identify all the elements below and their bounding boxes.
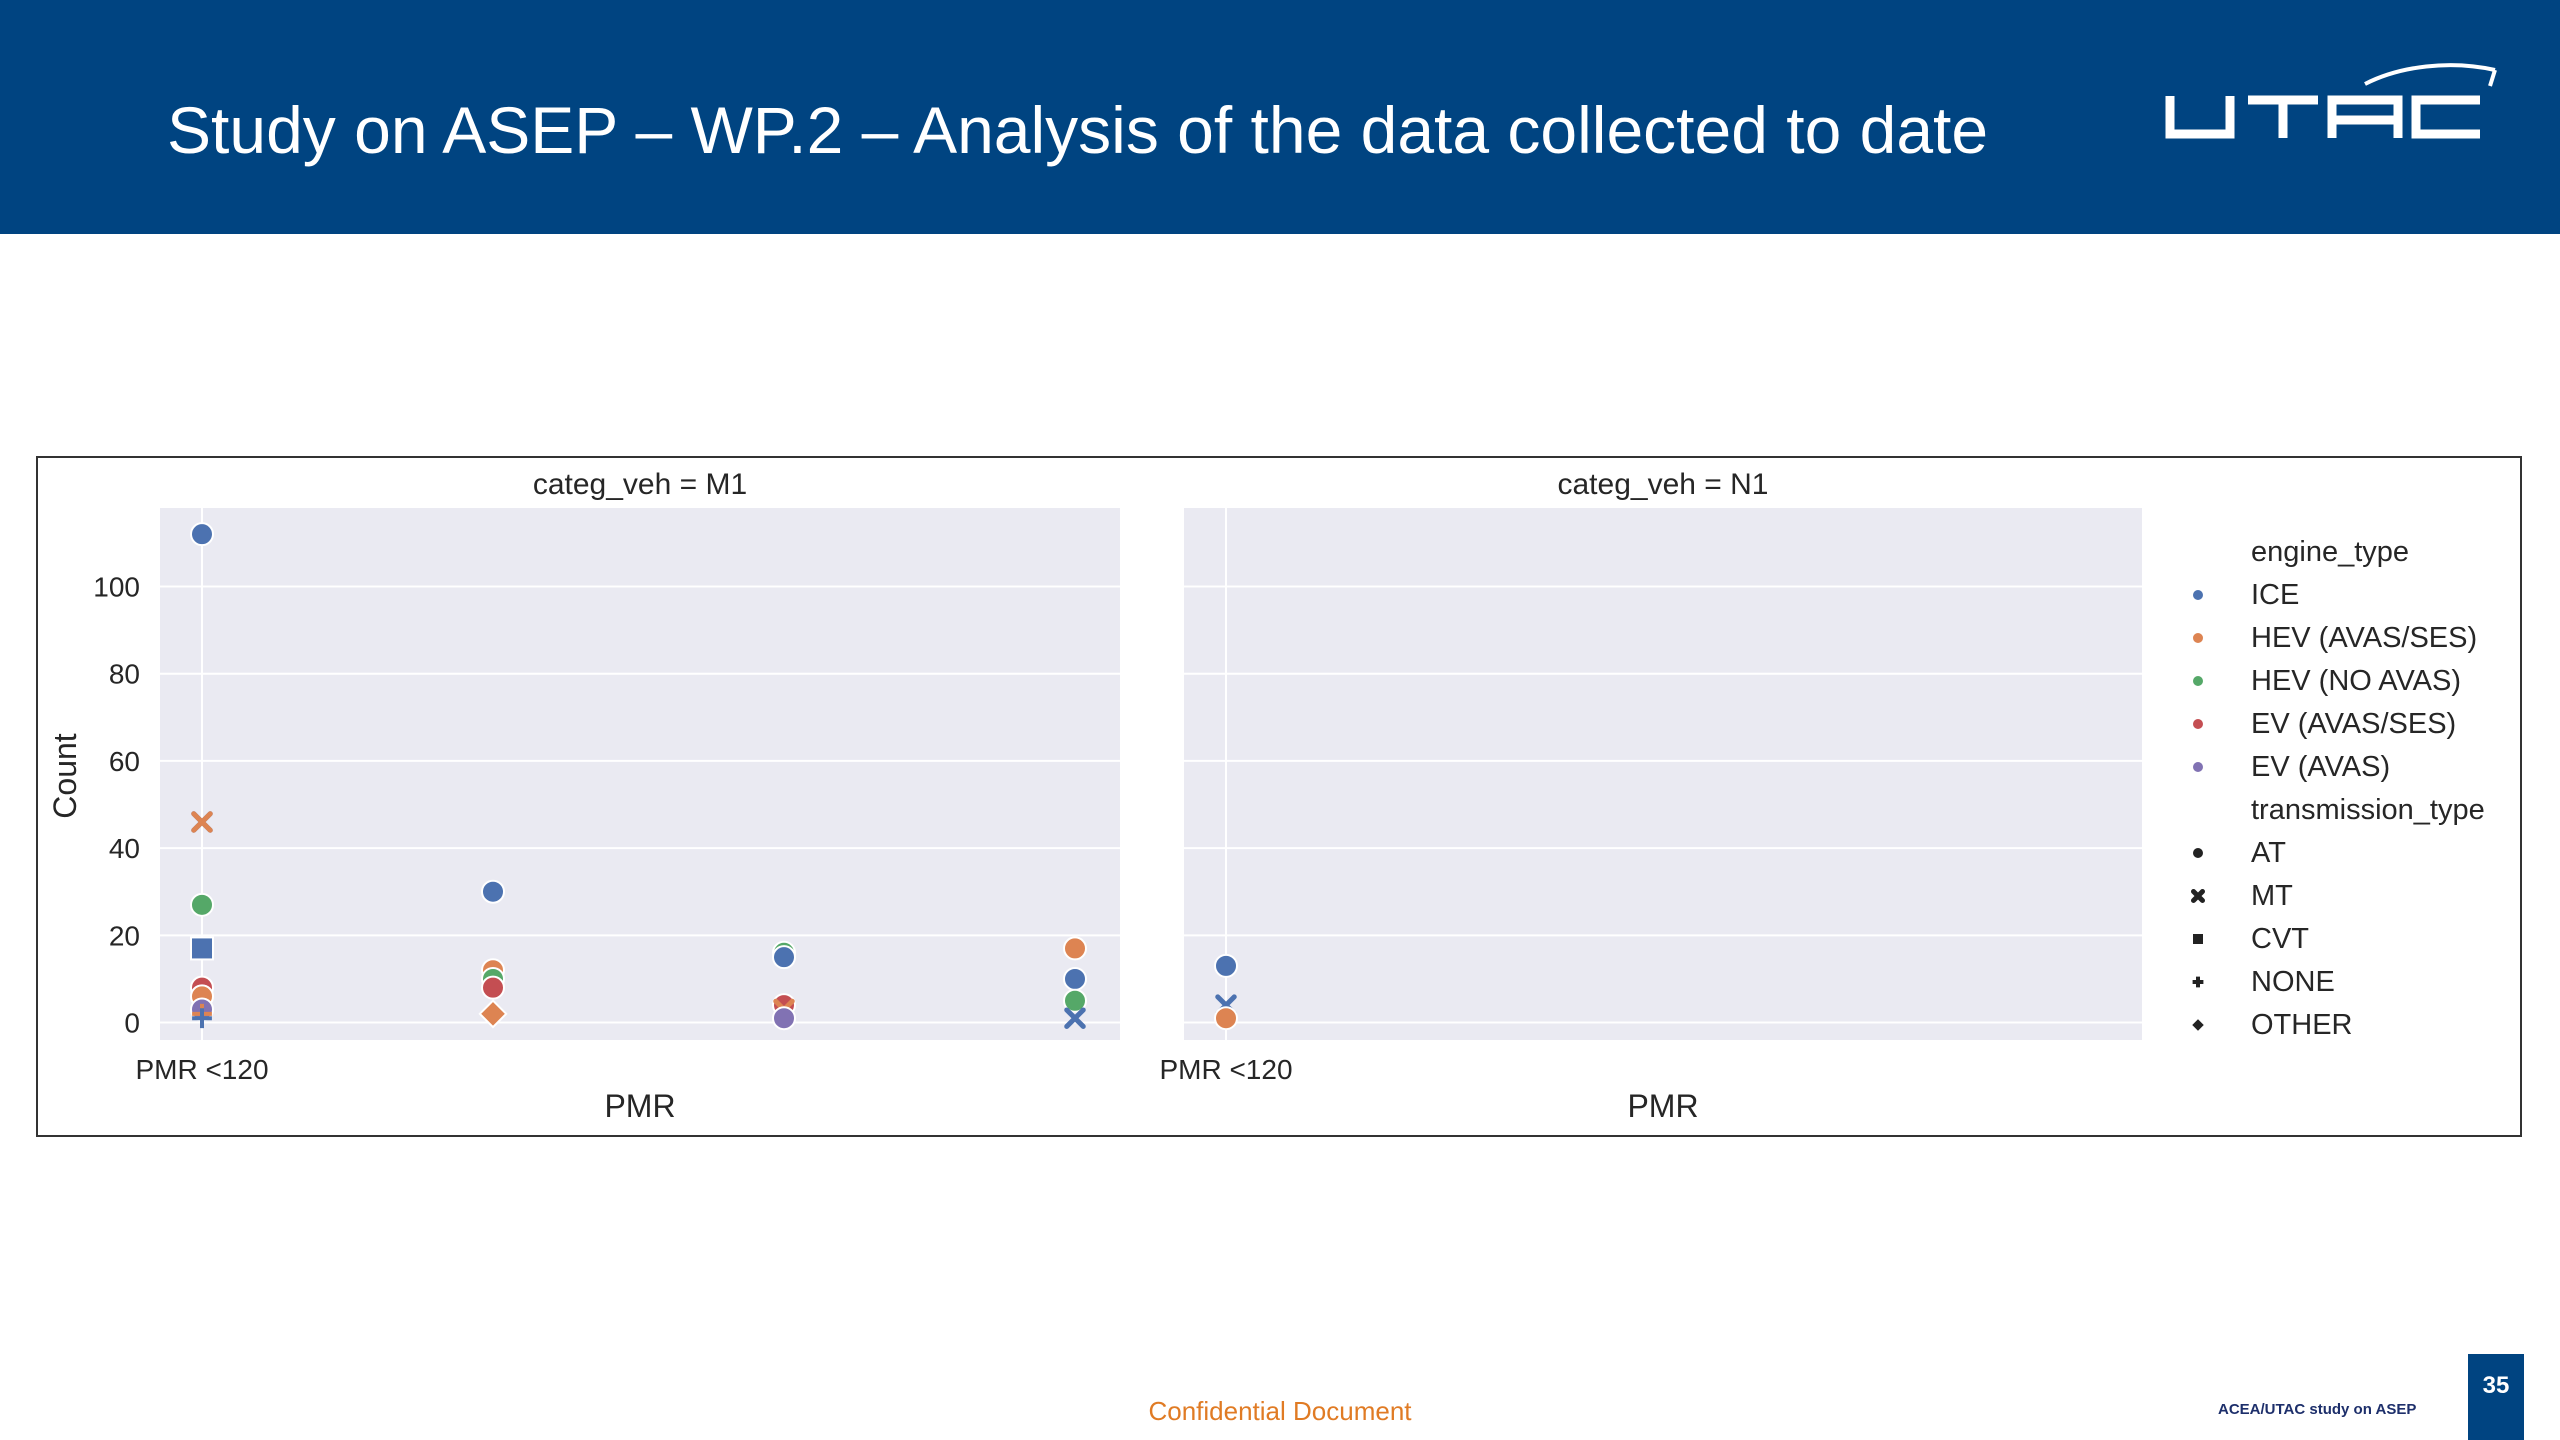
legend-marker-engine-3 [2191,717,2205,731]
panel-n1-background [1184,508,2142,1040]
page-number: 35 [2468,1354,2524,1440]
panel-n1-points [1214,953,1238,1031]
legend-entry-engine-4: EV (AVAS) [2251,751,2390,783]
legend-title-engine-type: engine_type [2251,536,2409,568]
data-point-0-0 [190,522,214,547]
data-point-0-16 [772,945,796,970]
panel-n1-x-axis-label: PMR [1627,1088,1698,1124]
slide-title: Study on ASEP – WP.2 – Analysis of the d… [167,93,1989,167]
legend-entry-transmission-3: NONE [2251,966,2335,998]
panel-m1-x-axis-label: PMR [604,1088,675,1124]
data-point-0-23 [1064,1007,1086,1029]
panel-m1: 0 20 40 60 80 100 categ_veh = M1 PMR <120 PMR… [47,468,1120,1124]
legend-marker-transmission-2 [2191,932,2205,946]
footer-study-label: ACEA/UTAC study on ASEP [2218,1401,2417,1418]
utac-logo [2165,63,2497,139]
legend-title-transmission-type: transmission_type [2251,794,2485,826]
logo-letter-a [2327,95,2403,138]
y-tick-label-20: 20 [109,920,140,951]
data-point-0-4 [190,936,214,961]
panel-n1-x-tick-label: PMR <120 [1159,1054,1292,1085]
data-point-0-10 [481,879,505,904]
data-point-0-2 [191,811,213,833]
legend-marker-engine-4 [2191,760,2205,774]
legend-marker-transmission-1 [2191,889,2205,903]
data-point-0-19 [772,1006,796,1031]
y-tick-label-100: 100 [93,571,140,602]
y-tick-label-60: 60 [109,746,140,777]
data-point-0-14 [478,999,508,1029]
confidential-footer: Confidential Document [1148,1396,1412,1426]
legend-entry-engine-0: ICE [2251,579,2299,611]
y-tick-label-80: 80 [109,659,140,690]
panel-n1-title: categ_veh = N1 [1558,468,1769,501]
legend-entry-engine-3: EV (AVAS/SES) [2251,708,2456,740]
data-point-1-2 [1214,1006,1238,1031]
data-point-0-21 [1063,966,1087,991]
panel-n1: categ_veh = N1 PMR <120 PMR [1159,468,2142,1124]
data-point-1-0 [1214,953,1238,978]
legend-marker-transmission-3 [2192,976,2204,988]
logo-letter-t [2248,95,2318,138]
chart-legend: engine_type ICE HEV (AVAS/SES) HEV (NO AVAS… [2189,536,2485,1041]
panel-m1-title: categ_veh = M1 [533,468,747,501]
logo-letter-u [2165,96,2235,139]
legend-entry-transmission-4: OTHER [2251,1009,2353,1041]
legend-entry-engine-1: HEV (AVAS/SES) [2251,622,2477,654]
panel-m1-gridlines [160,508,1120,1040]
legend-entry-transmission-1: MT [2251,880,2293,912]
panel-m1-background [160,508,1120,1040]
y-tick-label-0: 0 [124,1008,140,1039]
panel-m1-points [190,522,1087,1031]
legend-marker-engine-1 [2191,631,2205,645]
slide-header [0,0,2560,234]
y-axis-label: Count [47,733,83,819]
legend-entry-transmission-2: CVT [2251,923,2309,955]
legend-marker-transmission-0 [2191,846,2205,860]
data-point-0-3 [190,892,214,917]
y-tick-label-40: 40 [109,833,140,864]
scatter-facet-chart: 0 20 40 60 80 100 categ_veh = M1 PMR <120 PMR… [47,468,2485,1124]
panel-m1-y-ticks: 0 20 40 60 80 100 [93,571,140,1038]
legend-marker-engine-0 [2191,588,2205,602]
legend-entry-engine-2: HEV (NO AVAS) [2251,665,2461,697]
logo-swoosh [2364,63,2496,86]
legend-marker-transmission-4 [2189,1016,2207,1034]
data-point-0-9 [192,1008,212,1029]
data-point-0-13 [481,975,505,1000]
panel-m1-x-tick-label: PMR <120 [135,1054,268,1085]
data-point-0-20 [1063,936,1087,961]
panel-n1-gridlines [1184,508,2142,1040]
logo-letter-c [2411,95,2480,139]
legend-marker-engine-2 [2191,674,2205,688]
legend-entry-transmission-0: AT [2251,837,2286,869]
data-point-0-22 [1063,988,1087,1013]
